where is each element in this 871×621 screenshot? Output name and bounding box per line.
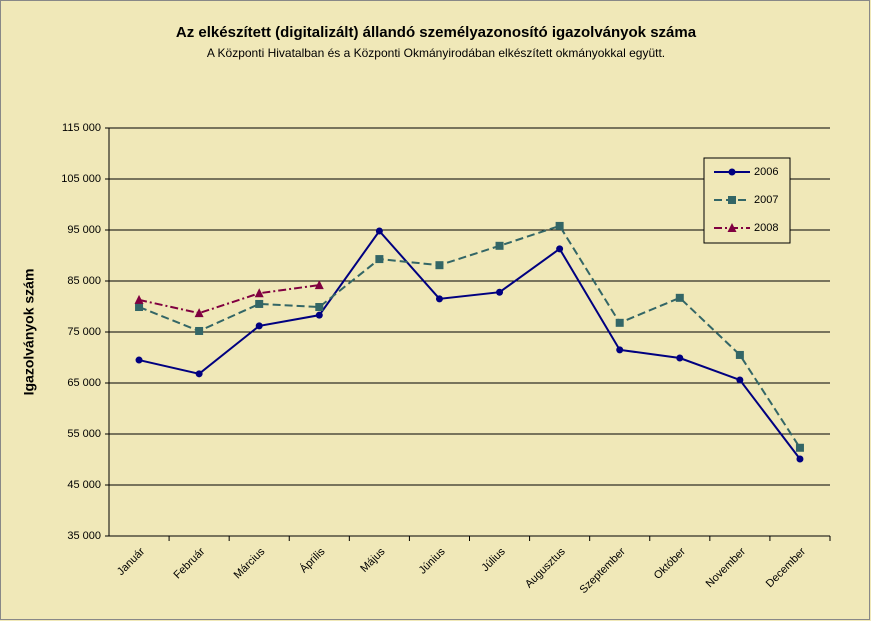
marker [255,299,264,308]
marker [375,227,383,235]
series-line [138,284,320,315]
chart-subtitle: A Központi Hivatalban és a Központi Okmá… [207,46,665,60]
legend: 2006 2007 2008 [703,157,791,244]
marker [615,318,624,327]
y-tick-label: 95 000 [67,224,101,236]
y-tick-label: 55 000 [67,428,101,440]
marker [616,346,624,354]
marker [796,455,804,463]
y-tick-label: 75 000 [67,326,101,338]
marker [676,354,684,362]
marker [727,223,737,232]
marker [314,280,324,290]
marker [194,308,204,318]
y-tick-label: 115 000 [62,122,101,134]
marker [496,288,504,296]
marker [555,221,564,230]
marker [675,293,684,302]
marker [195,326,204,335]
marker [315,303,324,312]
marker [495,241,504,250]
marker [435,261,444,270]
marker [135,303,144,312]
marker [134,294,144,304]
marker [255,322,263,330]
y-axis-label: Igazolványok szám [21,269,37,396]
chart-title: Az elkészített (digitalizált) állandó sz… [176,24,697,41]
marker [728,196,736,204]
marker [735,350,744,359]
marker [315,311,323,319]
legend-label: 2006 [754,166,778,178]
legend-label: 2007 [754,194,778,206]
y-tick-label: 65 000 [67,377,101,389]
y-tick-label: 105 000 [61,173,101,185]
marker [195,370,203,378]
y-tick-label: 45 000 [67,479,101,491]
marker [556,245,564,253]
marker [736,376,744,384]
y-tick-label: 85 000 [67,275,101,287]
marker [728,168,736,176]
series-line [138,229,801,460]
marker [254,288,264,298]
y-tick-label: 35 000 [67,530,101,542]
marker [795,443,804,452]
legend-label: 2008 [754,222,778,234]
marker [135,356,143,364]
marker [435,295,443,303]
marker [375,255,384,264]
